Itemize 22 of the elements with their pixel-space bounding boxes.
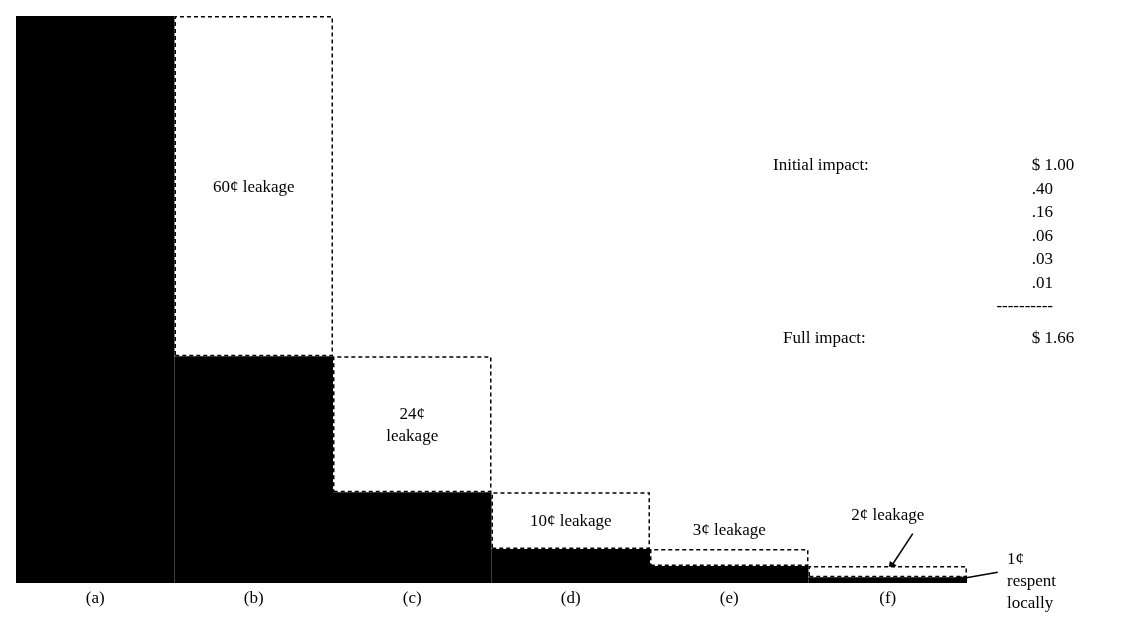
data-label: 1¢ respent locally: [1007, 548, 1057, 612]
text: .03: [1031, 249, 1053, 268]
text: .06: [1031, 225, 1053, 245]
data-label: 2¢ leakage: [851, 505, 925, 525]
annotation: Initial impact:: [773, 155, 869, 174]
data-label: 24¢ leakage: [386, 403, 439, 445]
data-label: 60¢ leakage: [212, 176, 295, 196]
text: .40: [1031, 178, 1053, 198]
text: .01: [1031, 272, 1053, 292]
x-tick-label: (e): [719, 588, 739, 607]
annotation: Full impact:: [783, 327, 866, 347]
data-label: 10¢ leakage: [529, 511, 612, 531]
x-tick-label: (c): [402, 588, 422, 607]
text: $ 1.66: [1031, 327, 1075, 347]
x-tick-label: (b): [243, 588, 264, 607]
text: $ 1.00: [1031, 155, 1075, 174]
x-tick-label: (d): [560, 588, 581, 607]
x-tick-label: (f): [879, 588, 897, 607]
data-label: 3¢ leakage: [692, 520, 766, 540]
text: .16: [1031, 202, 1053, 221]
x-tick-label: (a): [85, 588, 105, 607]
text: ----------: [996, 296, 1054, 315]
